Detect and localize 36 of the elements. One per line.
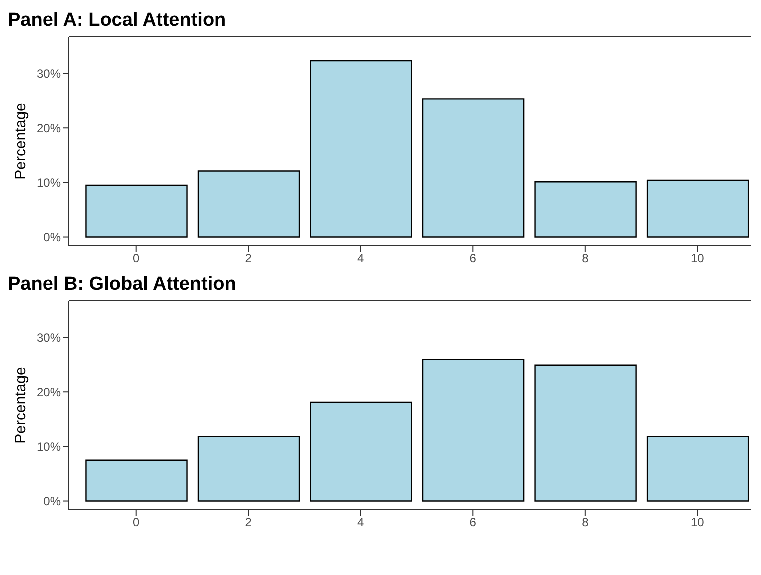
bar — [310, 402, 412, 502]
y-tick-label: 20% — [36, 385, 62, 400]
x-tick-label: 0 — [133, 252, 140, 266]
bar — [86, 184, 188, 238]
chart-title: Panel A: Local Attention — [8, 9, 228, 33]
x-tick-label: 6 — [470, 252, 477, 266]
bar — [198, 170, 300, 238]
y-tick-label: 0% — [44, 230, 62, 245]
x-tick-label: 10 — [690, 252, 705, 266]
bar — [534, 182, 637, 238]
x-tick-label: 6 — [470, 516, 477, 530]
y-axis-title: Percentage — [12, 367, 30, 444]
x-tick-label: 0 — [133, 516, 140, 530]
x-tick-label: 10 — [690, 516, 705, 530]
bar — [310, 60, 412, 238]
bar — [86, 460, 188, 502]
bar — [422, 359, 525, 502]
y-tick-label: 20% — [36, 121, 62, 136]
x-tick-label: 2 — [245, 252, 252, 266]
chart-title: Panel B: Global Attention — [8, 273, 238, 297]
y-tick-label: 10% — [36, 176, 62, 190]
y-axis-title: Percentage — [12, 103, 30, 180]
y-tick-label: 30% — [36, 66, 62, 81]
x-tick-label: 8 — [582, 516, 590, 530]
x-tick-label: 8 — [582, 252, 590, 266]
x-tick-label: 2 — [245, 516, 252, 530]
y-tick-label: 0% — [44, 494, 62, 509]
x-tick-label: 4 — [358, 252, 365, 266]
y-tick-label: 10% — [36, 440, 62, 454]
bar — [534, 364, 637, 502]
bar — [422, 98, 525, 238]
bar — [198, 436, 300, 502]
bar — [646, 436, 750, 502]
x-tick-label: 4 — [358, 516, 365, 530]
bar — [646, 180, 750, 238]
y-tick-label: 30% — [36, 330, 62, 345]
